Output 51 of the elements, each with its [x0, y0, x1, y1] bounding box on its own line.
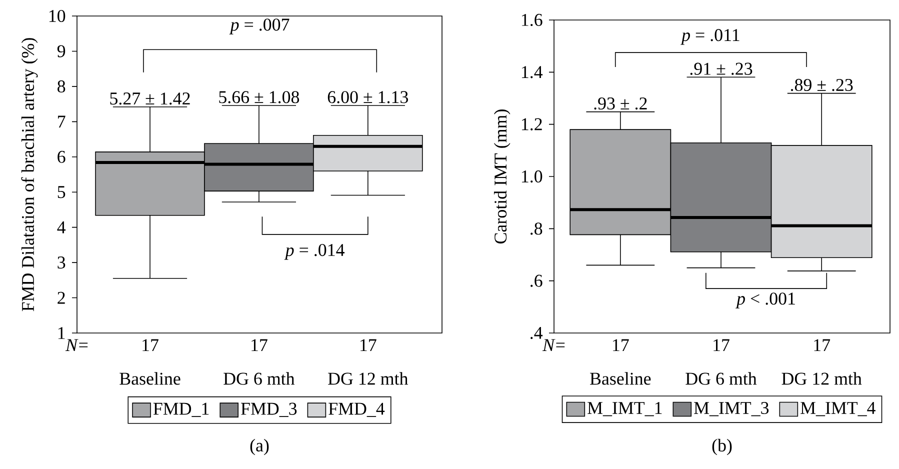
- x-tick-label: Baseline: [590, 372, 651, 385]
- text: (a): [250, 438, 269, 456]
- annotation: .93 ± .2: [594, 97, 647, 110]
- annotation: p = .007: [229, 18, 290, 34]
- x-tick-label: DG 12 mth: [328, 372, 408, 385]
- annotation: 6.00 ± 1.13: [328, 91, 408, 104]
- legend-label: M_IMT_4: [800, 402, 876, 416]
- text: N=: [542, 339, 565, 351]
- text: 17: [142, 339, 158, 352]
- annotation: .91 ± .23: [690, 62, 752, 75]
- legend-label: FMD_4: [328, 402, 385, 417]
- x-tick-label: DG 6 mth: [686, 372, 757, 385]
- annotation: p < .001: [736, 292, 795, 308]
- annotation: p = .011: [680, 29, 740, 45]
- y-tick-label: 5: [58, 186, 66, 198]
- text: 17: [613, 339, 629, 352]
- legend-label: M_IMT_1: [588, 402, 662, 416]
- annotation: p = .014: [284, 244, 345, 260]
- x-tick-label: DG 12 mth: [782, 372, 862, 385]
- y-tick-label: 1.0: [522, 170, 542, 183]
- y-tick-label: .4: [530, 326, 543, 340]
- y-tick-label: 10: [49, 10, 66, 22]
- y-tick-label: 4: [57, 221, 66, 234]
- y-axis-title: FMD Dilatation of brachial artery (%): [21, 38, 38, 312]
- text: 17: [252, 339, 268, 352]
- x-tick-label: DG 6 mth: [224, 372, 295, 385]
- legend-label: FMD_3: [241, 402, 297, 417]
- y-tick-label: 3: [58, 256, 66, 269]
- y-tick-label: 6: [58, 150, 66, 163]
- x-tick-label: Baseline: [120, 372, 180, 385]
- y-tick-label: 7: [58, 116, 66, 128]
- y-axis-title: Carotid IMT (mm): [494, 110, 510, 244]
- annotation: 5.27 ± 1.42: [110, 92, 190, 105]
- y-tick-label: .8: [530, 222, 542, 235]
- annotation: .89 ± .23: [790, 78, 853, 92]
- y-tick-label: 1.4: [522, 66, 543, 78]
- legend-label: FMD_1: [153, 402, 209, 417]
- text: N=: [65, 339, 88, 351]
- y-tick-label: 1.2: [522, 118, 542, 130]
- y-tick-label: 8: [58, 80, 66, 92]
- y-tick-label: 9: [57, 45, 66, 58]
- text: 17: [360, 339, 376, 352]
- text: (b): [712, 438, 732, 456]
- legend-label: M_IMT_3: [694, 402, 769, 416]
- y-tick-label: 2: [58, 292, 65, 304]
- y-tick-label: 1.6: [522, 14, 542, 26]
- y-tick-label: 1: [58, 327, 65, 339]
- text: 17: [714, 339, 730, 352]
- annotation: 5.66 ± 1.08: [219, 91, 300, 104]
- text: 17: [814, 339, 830, 352]
- y-tick-label: .6: [530, 274, 542, 287]
